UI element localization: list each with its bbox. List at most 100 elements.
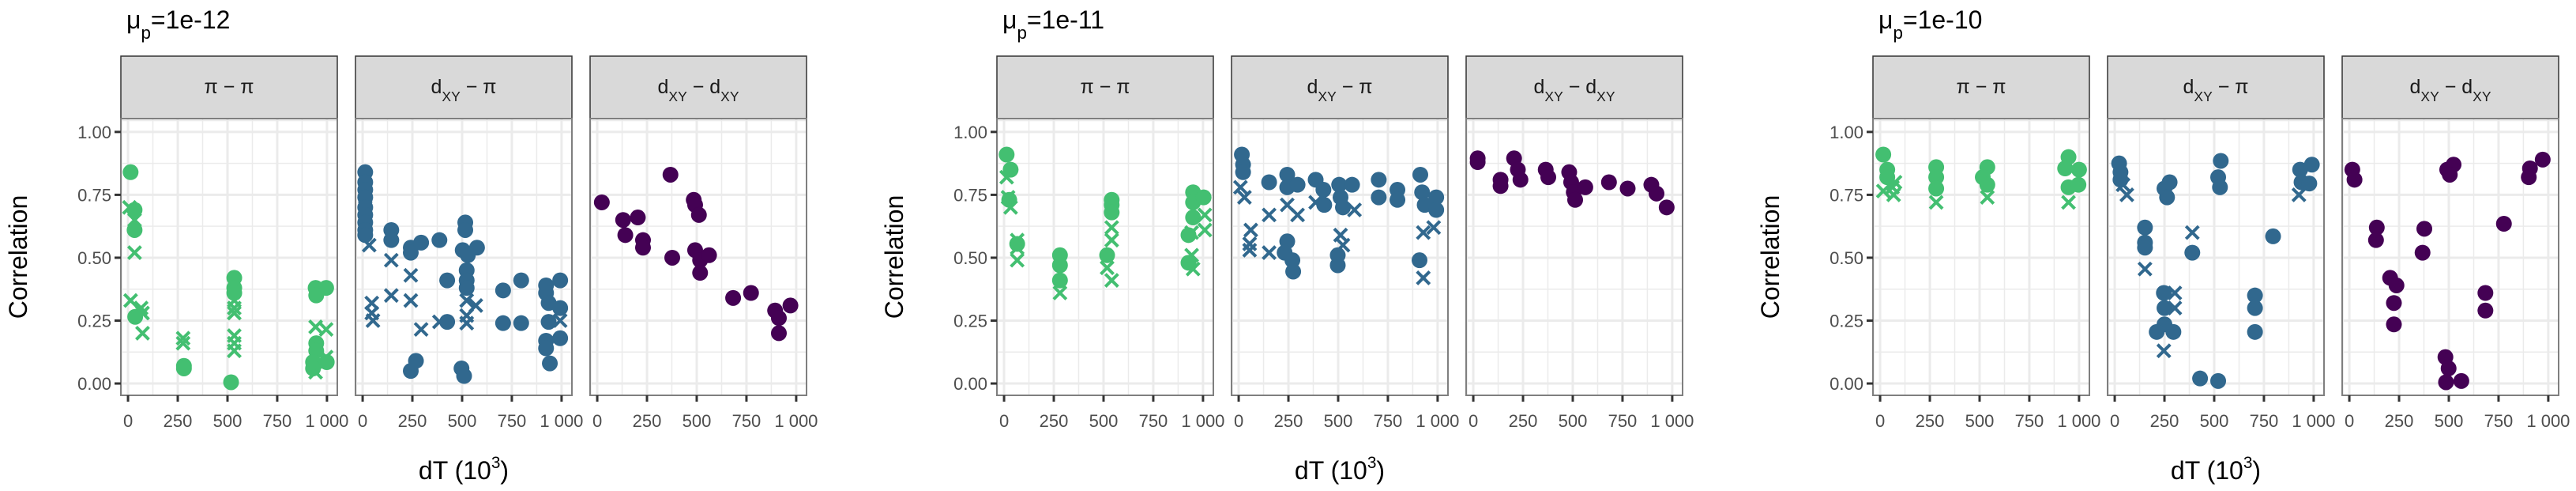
data-point-circle [782, 297, 799, 314]
data-point-circle [1195, 189, 1212, 206]
subscript: XY [1596, 89, 1615, 104]
x-tick-label: 1 000 [1416, 411, 1459, 431]
data-point-circle [357, 227, 374, 244]
panel-dxy_pi: dXY − π 0 250 500 750 1 000 [1231, 55, 1459, 431]
data-point-circle [439, 272, 456, 289]
data-point-circle [127, 308, 144, 325]
data-point-circle [2247, 323, 2263, 340]
panel-pi_pi: π − π 0 250 500 750 1 000 0.00 0.25 0.50 0.75 1.00 [77, 55, 348, 431]
data-point-circle [1104, 204, 1120, 221]
data-point-circle [175, 360, 192, 376]
data-point-cross [459, 293, 475, 308]
data-point-circle [1412, 166, 1428, 183]
data-point-circle [2440, 360, 2457, 376]
data-point-circle [318, 354, 335, 370]
data-point-circle [1600, 174, 1617, 191]
y-tick-label: 0.25 [953, 312, 987, 331]
data-point-circle [457, 221, 474, 238]
data-point-circle [122, 164, 139, 180]
data-point-cross [1242, 242, 1258, 258]
data-point-circle [403, 244, 419, 261]
x-axis-title-main: dT (10 [419, 456, 491, 485]
x-tick-label: 750 [2015, 411, 2044, 431]
facet-strip-label: π − π [1957, 76, 2006, 98]
data-point-circle [2247, 287, 2263, 304]
x-tick-label: 750 [1139, 411, 1168, 431]
data-point-circle [2416, 221, 2433, 237]
data-point-circle [2367, 232, 2384, 248]
data-point-circle [1428, 202, 1445, 218]
data-point-circle [1492, 178, 1509, 195]
data-point-circle [383, 232, 400, 248]
x-tick-label: 250 [633, 411, 662, 431]
facet-strip-label: dXY − dXY [2409, 76, 2491, 104]
data-point-circle [2149, 323, 2165, 340]
panel-border [2341, 118, 2559, 396]
data-point-circle [2159, 189, 2175, 206]
text-part: − π [461, 76, 497, 98]
data-point-circle [743, 285, 759, 301]
data-point-circle [458, 280, 475, 296]
data-point-cross [1002, 199, 1018, 215]
data-point-circle [431, 232, 448, 248]
x-tick-label: 1 000 [2526, 411, 2570, 431]
data-point-circle [540, 314, 557, 330]
data-point-cross [227, 343, 242, 359]
data-point-circle [2265, 228, 2281, 244]
data-point-cross [998, 169, 1014, 185]
x-tick-label: 250 [398, 411, 427, 431]
data-point-circle [2414, 244, 2431, 261]
data-point-circle [2534, 151, 2551, 168]
data-point-cross [1347, 202, 1363, 217]
text-part: μ [1002, 6, 1017, 34]
data-point-circle [1261, 174, 1277, 191]
y-tick-label: 1.00 [953, 123, 987, 142]
x-tick-label: 750 [1608, 411, 1638, 431]
data-point-cross [1236, 190, 1252, 206]
data-point-circle [2165, 323, 2182, 340]
data-point-circle [2213, 153, 2229, 169]
data-point-cross [1104, 273, 1119, 289]
data-point-circle [634, 240, 651, 256]
data-point-circle [542, 355, 558, 372]
y-axis-title: Correlation [880, 195, 908, 319]
data-point-circle [1002, 161, 1019, 178]
panel-pi_pi: π − π 0 250 500 750 1 000 0.00 0.25 0.50 0.75 1.00 [953, 55, 1224, 431]
x-axis-title-sup: 3 [2243, 454, 2253, 472]
facet-strip [589, 55, 807, 119]
data-point-cross [1000, 190, 1016, 206]
data-point-circle [2156, 285, 2172, 301]
data-point-circle [1335, 199, 1352, 216]
x-tick-label: 750 [263, 411, 292, 431]
data-point-circle [725, 289, 742, 306]
subscript: XY [2420, 89, 2439, 104]
facet-strip-label: dXY − π [1307, 76, 1372, 104]
data-point-cross [1185, 261, 1201, 277]
data-point-cross [1928, 195, 1944, 210]
x-axis-title-end: ) [1376, 456, 1385, 485]
data-point-circle [2210, 372, 2227, 389]
y-tick-label: 1.00 [77, 123, 111, 142]
data-point-circle [1099, 247, 1115, 263]
data-point-cross [135, 305, 150, 321]
data-point-circle [552, 300, 569, 316]
x-axis-title-sup: 3 [491, 454, 501, 472]
data-point-cross [357, 199, 373, 215]
data-point-circle [617, 227, 634, 244]
data-point-circle [770, 325, 787, 342]
data-point-circle [552, 330, 569, 346]
facet-group-2: μp=1e-10 Correlation dT (103) π − π 0 250 500 7… [1756, 6, 2570, 485]
panel-dxy_pi: dXY − π 0 250 500 750 1 000 [2107, 55, 2335, 431]
data-point-circle [1875, 146, 1892, 163]
data-point-circle [1279, 166, 1296, 183]
data-point-circle [1540, 169, 1557, 186]
data-point-circle [690, 206, 707, 223]
x-axis-title-end: ) [2252, 456, 2261, 485]
panel-dxy_pi: dXY − π 0 250 500 750 1 000 [355, 55, 583, 431]
panel-border [589, 118, 807, 396]
data-point-circle [1051, 257, 1068, 274]
data-point-cross [1197, 222, 1213, 238]
text-part: =1e-11 [1027, 6, 1104, 34]
facet-strip-label: dXY − dXY [1533, 76, 1615, 104]
x-tick-label: 500 [213, 411, 243, 431]
